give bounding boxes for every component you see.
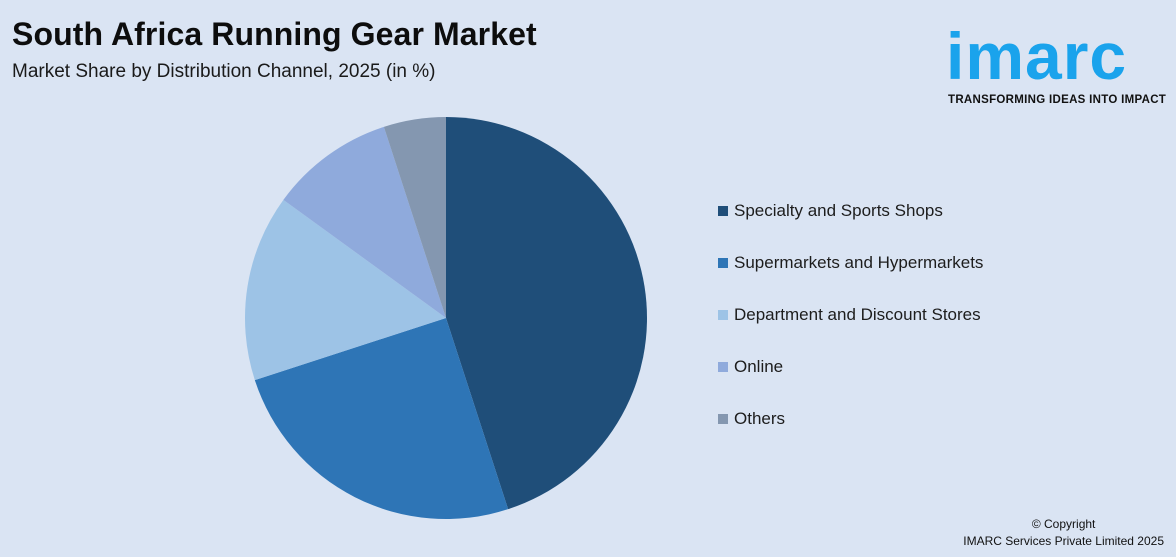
- legend-item-department: Department and Discount Stores: [718, 304, 983, 326]
- legend-swatch: [718, 414, 728, 424]
- pie-slice-specialty-and-sports-shops: [446, 117, 647, 510]
- legend-label: Others: [734, 409, 786, 428]
- legend-item-online: Online: [718, 356, 983, 378]
- legend-swatch: [718, 206, 728, 216]
- legend-swatch: [718, 258, 728, 268]
- legend-label: Supermarkets and Hypermarkets: [734, 253, 984, 272]
- pie-slice-supermarkets-and-hypermarkets: [254, 318, 509, 519]
- legend-item-supermarkets: Supermarkets and Hypermarkets: [718, 252, 983, 274]
- pie-slice-others: [383, 117, 446, 318]
- legend-swatch: [718, 362, 728, 372]
- copyright-notice: © Copyright IMARC Services Private Limit…: [963, 516, 1164, 550]
- copyright-line-1: © Copyright: [1031, 517, 1096, 531]
- copyright-line-2: IMARC Services Private Limited 2025: [963, 534, 1164, 548]
- pie-slice-online: [283, 126, 446, 318]
- legend-item-specialty: Specialty and Sports Shops: [718, 200, 983, 222]
- logo-tagline: TRANSFORMING IDEAS INTO IMPACT: [948, 94, 1167, 106]
- chart-legend: Specialty and Sports Shops Supermarkets …: [718, 200, 983, 460]
- legend-label: Department and Discount Stores: [734, 305, 981, 324]
- pie-slice-department-and-discount-stores: [244, 199, 446, 381]
- legend-label: Online: [734, 357, 784, 376]
- chart-title: South Africa Running Gear Market: [12, 16, 537, 52]
- legend-item-others: Others: [718, 408, 983, 430]
- logo-wordmark: imarc: [946, 19, 1128, 93]
- imarc-logo: imarc TRANSFORMING IDEAS INTO IMPACT: [946, 12, 1170, 108]
- chart-subtitle: Market Share by Distribution Channel, 20…: [12, 61, 436, 82]
- legend-swatch: [718, 310, 728, 320]
- legend-label: Specialty and Sports Shops: [734, 201, 943, 220]
